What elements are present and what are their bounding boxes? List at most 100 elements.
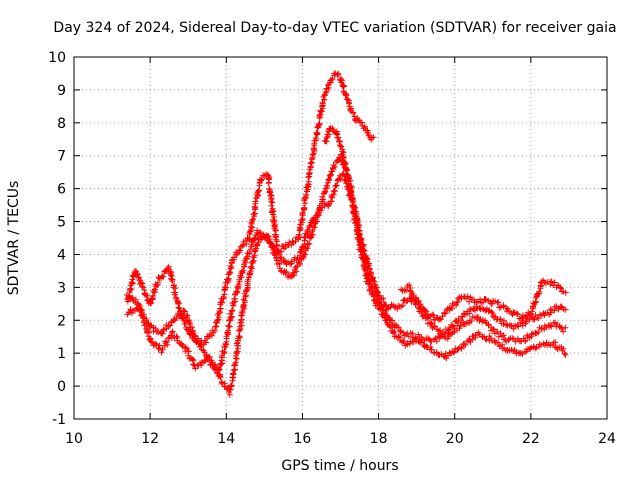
y-tick-label: -1 xyxy=(52,412,66,428)
data-point xyxy=(296,231,302,238)
data-point xyxy=(155,346,162,352)
data-point xyxy=(399,302,406,309)
data-point xyxy=(168,329,175,336)
data-point xyxy=(297,249,304,256)
data-point xyxy=(560,345,567,352)
data-point xyxy=(546,341,552,348)
data-point xyxy=(132,296,139,303)
data-point xyxy=(561,350,568,357)
data-point xyxy=(531,316,538,323)
data-point xyxy=(451,348,458,355)
data-point xyxy=(368,269,375,276)
data-point xyxy=(442,310,449,317)
data-point xyxy=(137,279,144,286)
data-point xyxy=(444,335,451,342)
data-point xyxy=(409,330,416,337)
data-point xyxy=(214,317,221,324)
data-point xyxy=(358,237,365,243)
data-point xyxy=(241,297,248,304)
data-point xyxy=(178,311,185,318)
data-point xyxy=(314,129,321,136)
data-point xyxy=(536,288,543,295)
data-point xyxy=(164,339,170,345)
data-point xyxy=(562,324,569,331)
data-point xyxy=(342,165,349,172)
data-point xyxy=(154,279,161,286)
data-point xyxy=(307,160,314,167)
data-point xyxy=(522,313,529,320)
y-tick-label: 2 xyxy=(57,313,66,329)
data-point xyxy=(306,240,313,247)
data-point xyxy=(382,302,389,309)
data-point xyxy=(159,346,166,353)
data-point xyxy=(297,261,304,268)
data-point xyxy=(324,182,331,189)
data-point xyxy=(226,323,233,330)
data-point xyxy=(344,96,351,103)
data-point xyxy=(350,109,357,116)
data-point xyxy=(441,331,448,337)
data-point xyxy=(429,311,436,318)
data-point xyxy=(345,180,352,187)
data-point xyxy=(237,319,244,326)
x-tick-label: 24 xyxy=(598,431,616,447)
data-point xyxy=(339,77,346,84)
data-point xyxy=(169,278,176,285)
data-point xyxy=(522,337,529,344)
data-point xyxy=(181,308,188,315)
data-point xyxy=(154,282,161,289)
data-point xyxy=(128,279,135,286)
data-point xyxy=(488,309,495,315)
data-point xyxy=(139,283,146,290)
data-point xyxy=(215,367,221,374)
data-point xyxy=(316,120,323,127)
data-point xyxy=(276,261,283,268)
data-point xyxy=(183,345,190,352)
data-point xyxy=(299,209,306,216)
data-point xyxy=(226,323,232,330)
data-point xyxy=(389,317,396,324)
data-point xyxy=(160,327,167,333)
y-tick-label: 1 xyxy=(57,346,66,362)
data-point xyxy=(217,374,224,381)
data-point xyxy=(321,96,327,103)
data-point xyxy=(152,340,159,347)
data-point xyxy=(258,176,265,183)
data-point xyxy=(518,315,525,322)
data-point xyxy=(306,224,313,230)
data-point xyxy=(374,288,381,295)
data-point xyxy=(269,199,276,206)
data-point xyxy=(468,318,475,325)
data-point xyxy=(338,143,345,150)
data-point xyxy=(251,236,258,242)
data-point xyxy=(528,333,535,340)
data-point xyxy=(176,305,183,312)
x-tick-label: 18 xyxy=(370,431,388,447)
data-point xyxy=(527,345,534,352)
data-point xyxy=(191,333,198,340)
data-point xyxy=(189,324,195,331)
y-axis-label: SDTVAR / TECUs xyxy=(6,181,22,296)
data-point xyxy=(361,247,368,254)
data-point xyxy=(167,322,174,329)
data-point xyxy=(461,340,467,347)
data-point xyxy=(316,112,323,119)
data-point xyxy=(453,302,460,309)
data-point xyxy=(236,278,243,285)
data-point xyxy=(242,259,249,266)
y-tick-label: 8 xyxy=(57,116,66,132)
data-point xyxy=(139,315,146,322)
x-axis-label: GPS time / hours xyxy=(281,458,398,474)
data-point xyxy=(380,295,387,302)
data-point xyxy=(311,137,318,144)
data-point xyxy=(346,99,352,106)
data-point xyxy=(246,249,253,256)
data-point xyxy=(252,200,259,207)
data-point xyxy=(403,298,410,305)
y-tick-label: 3 xyxy=(57,280,66,296)
data-point xyxy=(466,310,473,317)
series-track-a xyxy=(124,70,377,348)
data-point xyxy=(329,194,336,201)
data-point xyxy=(159,272,166,279)
